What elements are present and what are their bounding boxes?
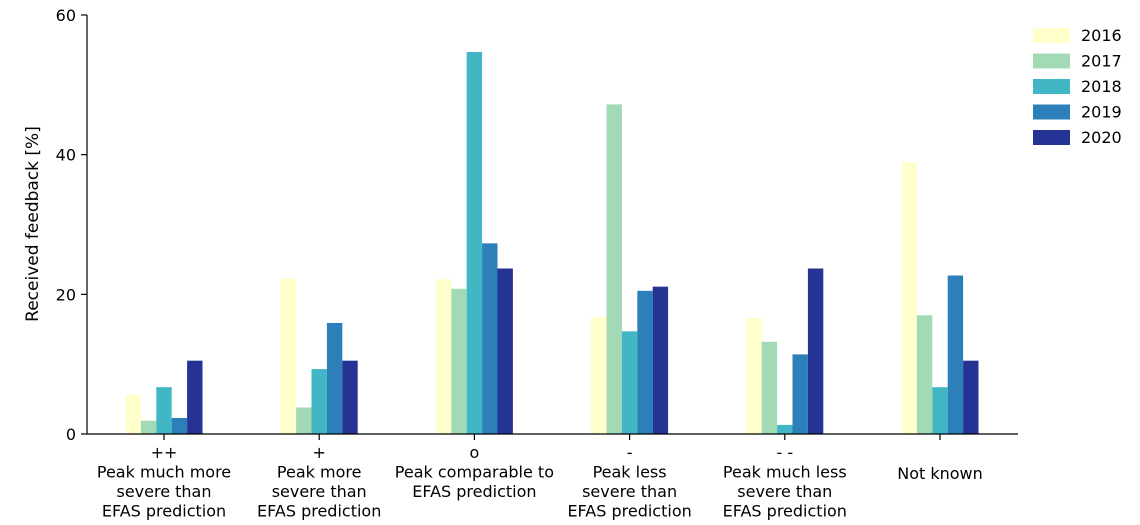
bar-2018-4 [621,331,638,434]
bar-2019-3 [482,243,498,434]
bar-2016-4 [591,317,607,434]
x-category-label: severe than [116,482,211,501]
bar-2020-3 [497,268,513,434]
legend-label-2019: 2019 [1081,103,1122,122]
bar-2018-1 [156,387,172,434]
x-category-label: + [312,443,325,462]
x-category-label: EFAS prediction [257,502,381,521]
x-category-label: severe than [737,482,832,501]
bar-2019-5 [792,354,808,434]
x-category-label: EFAS prediction [723,502,847,521]
bar-2018-6 [932,387,948,434]
axes [86,15,1018,435]
bar-2017-2 [296,407,312,434]
x-category-label: - [627,443,633,462]
bar-2016-1 [125,394,141,434]
x-category-label: ++ [151,443,178,462]
bar-2016-6 [901,162,917,434]
legend-label-2017: 2017 [1081,52,1122,71]
bar-2016-2 [280,278,297,434]
bar-2017-1 [140,420,157,434]
x-category-label: severe than [582,482,677,501]
bar-2020-4 [652,286,669,434]
x-category-label: Not known [897,464,983,483]
y-ticks: 0 20 40 60 [56,6,87,444]
x-category-label: Peak more [277,463,362,482]
bar-2019-4 [637,290,653,434]
bar-2020-6 [963,360,979,434]
bar-2017-3 [451,288,467,434]
legend-swatch-2017 [1033,53,1070,69]
x-category-label: o [470,443,480,462]
y-tick-label: 60 [56,6,76,25]
legend-swatch-2018 [1033,79,1070,94]
y-tick-label: 0 [66,425,76,444]
legend-label-2020: 2020 [1081,128,1122,147]
bars-layer [125,52,979,434]
x-category-label: EFAS prediction [567,502,691,521]
bar-2017-4 [606,104,622,434]
bar-2017-5 [761,341,778,434]
bar-2019-6 [947,275,964,434]
x-category-label: severe than [272,482,367,501]
bar-2018-2 [311,369,327,434]
y-axis-label: Received feedback [%] [23,126,43,322]
bar-2019-1 [171,417,188,434]
legend-swatch-2019 [1033,104,1070,120]
bar-2016-3 [435,278,452,434]
legend-swatch-2020 [1033,130,1070,145]
x-category-label: - - [776,443,793,462]
y-tick-label: 40 [56,146,76,165]
x-category-label: Peak much less [723,463,847,482]
legend-swatch-2016 [1033,28,1070,43]
x-category-label: EFAS prediction [412,482,536,501]
bar-2017-6 [916,315,933,434]
bar-2018-3 [466,52,483,434]
bar-2020-1 [187,360,203,434]
bar-2020-5 [807,268,824,434]
bar-2018-5 [777,424,793,434]
y-tick-label: 20 [56,285,76,304]
legend-label-2018: 2018 [1081,77,1122,96]
bar-2020-2 [342,360,358,434]
x-category-label: Peak comparable to [395,463,554,482]
x-category-label: EFAS prediction [102,502,226,521]
bar-2016-5 [746,317,762,434]
bar-2019-2 [326,322,343,434]
legend: 2016 2017 2018 2019 2020 [1033,26,1122,147]
legend-label-2016: 2016 [1081,26,1122,45]
x-category-label: Peak less [593,463,667,482]
x-category-label: Peak much more [97,463,231,482]
